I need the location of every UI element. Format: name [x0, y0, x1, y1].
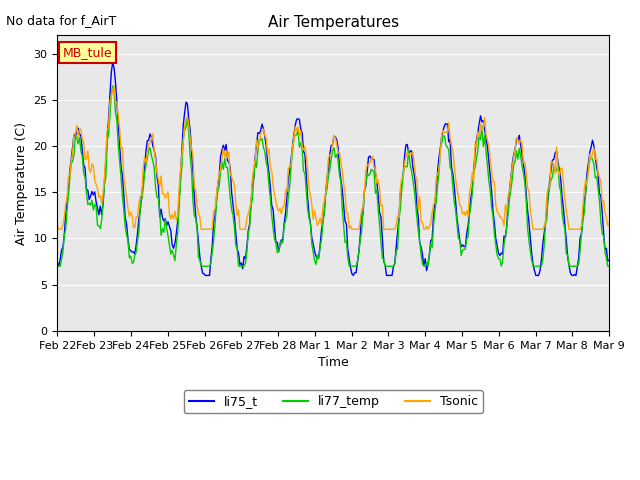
- li75_t: [54, 260, 61, 266]
- Tsonic: [454, 194, 462, 200]
- Legend: li75_t, li77_temp, Tsonic: li75_t, li77_temp, Tsonic: [184, 390, 483, 413]
- li77_temp: [605, 264, 613, 269]
- li75_t: [122, 215, 129, 220]
- li77_temp: [235, 264, 243, 269]
- Line: li75_t: li75_t: [58, 62, 609, 276]
- li75_t: [605, 257, 613, 263]
- Tsonic: [123, 195, 131, 201]
- li77_temp: [109, 83, 116, 89]
- li77_temp: [453, 221, 461, 227]
- Tsonic: [458, 204, 465, 210]
- Tsonic: [54, 223, 61, 228]
- li75_t: [454, 227, 462, 232]
- X-axis label: Time: Time: [318, 356, 349, 369]
- Tsonic: [403, 150, 411, 156]
- Tsonic: [275, 208, 282, 214]
- li75_t: [202, 273, 209, 278]
- Text: MB_tule: MB_tule: [63, 46, 113, 59]
- li75_t: [109, 60, 116, 65]
- Tsonic: [55, 227, 63, 232]
- Title: Air Temperatures: Air Temperatures: [268, 15, 399, 30]
- li75_t: [236, 262, 244, 267]
- li75_t: [275, 249, 282, 254]
- Tsonic: [605, 220, 613, 226]
- li75_t: [403, 142, 411, 147]
- li75_t: [458, 244, 465, 250]
- li77_temp: [402, 164, 410, 169]
- li77_temp: [122, 223, 129, 229]
- Y-axis label: Air Temperature (C): Air Temperature (C): [15, 121, 28, 245]
- Text: No data for f_AirT: No data for f_AirT: [6, 14, 116, 27]
- li77_temp: [456, 237, 463, 242]
- Tsonic: [110, 83, 118, 89]
- li77_temp: [273, 250, 281, 255]
- li77_temp: [54, 264, 61, 269]
- Line: li77_temp: li77_temp: [58, 86, 609, 266]
- Line: Tsonic: Tsonic: [58, 86, 609, 229]
- Tsonic: [236, 227, 244, 232]
